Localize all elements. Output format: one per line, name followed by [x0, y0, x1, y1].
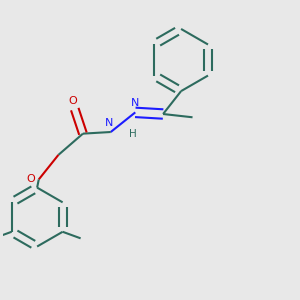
Text: O: O [69, 97, 77, 106]
Text: N: N [131, 98, 140, 109]
Text: N: N [105, 118, 113, 128]
Text: O: O [27, 174, 35, 184]
Text: H: H [129, 129, 136, 139]
